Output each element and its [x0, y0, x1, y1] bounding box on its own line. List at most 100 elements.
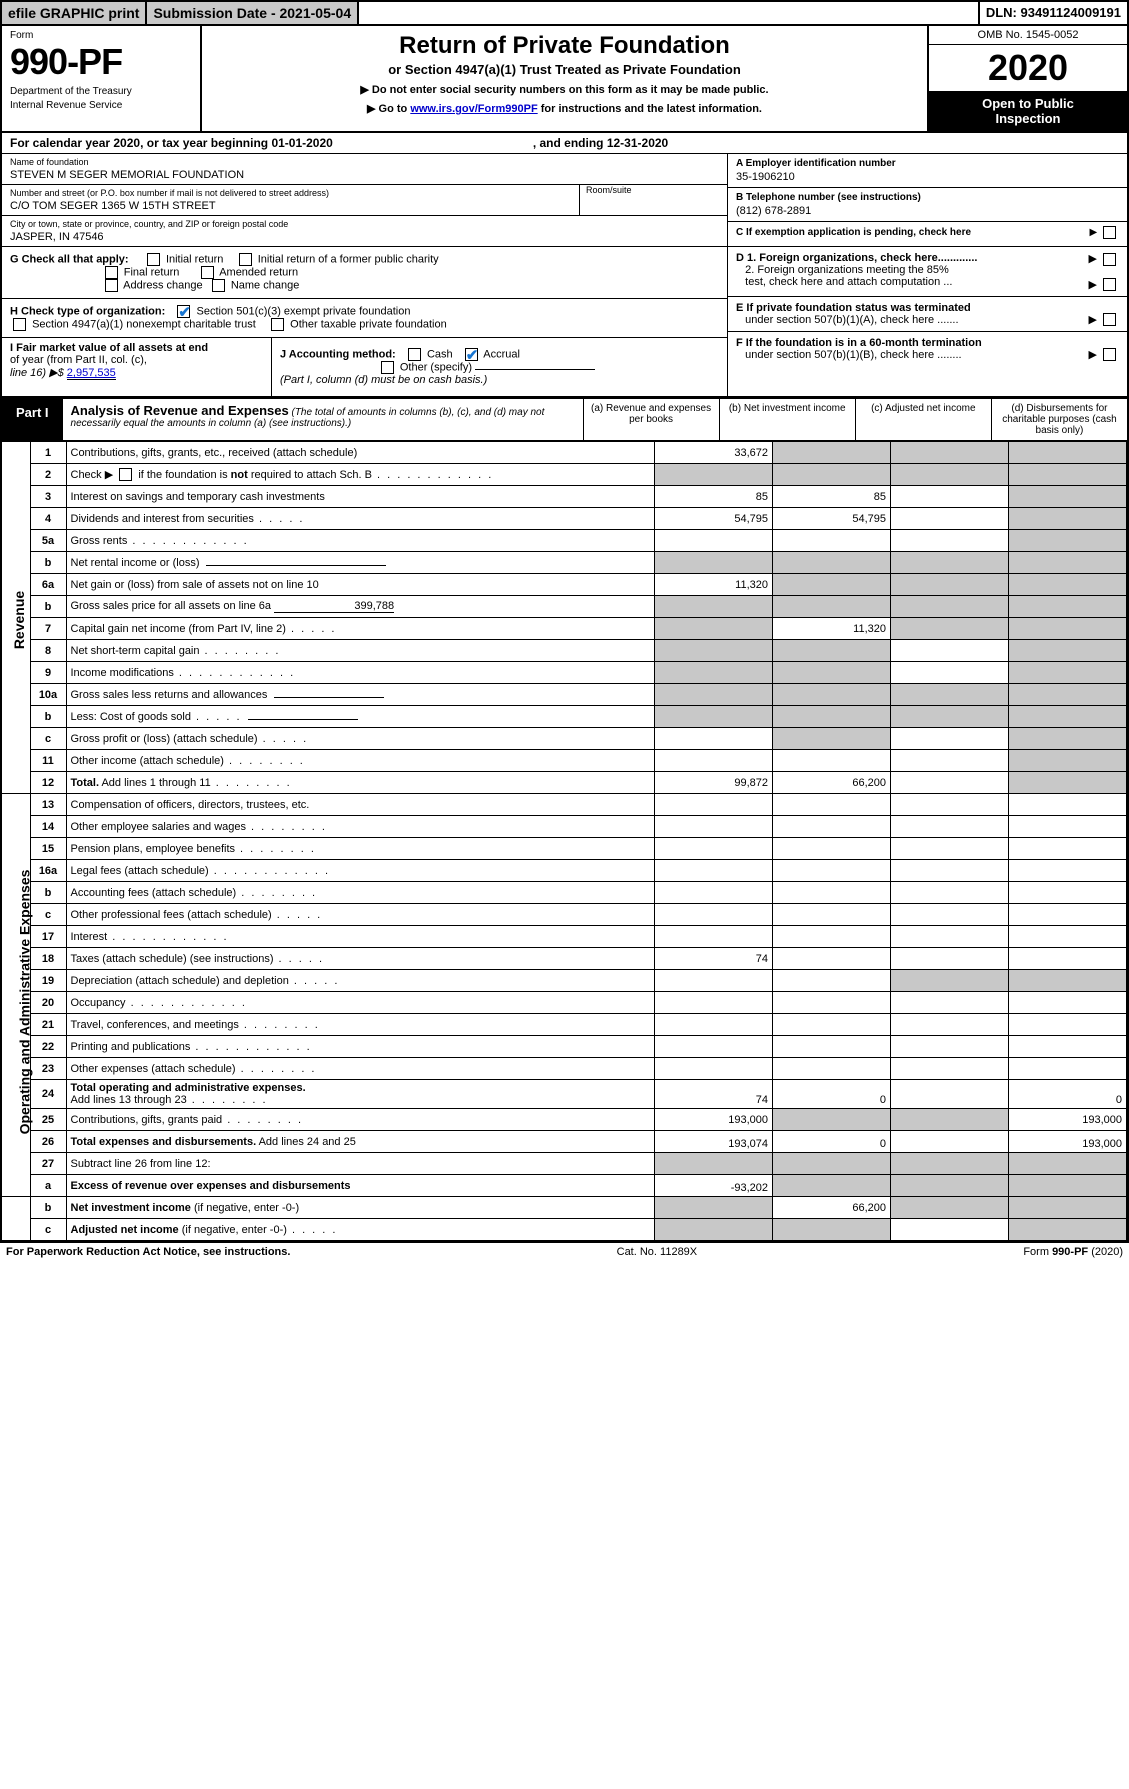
- table-row: 8Net short-term capital gain: [2, 640, 1127, 662]
- table-row: bNet rental income or (loss): [2, 552, 1127, 574]
- g-name-checkbox[interactable]: [212, 279, 225, 292]
- l22-desc: Printing and publications: [66, 1036, 655, 1058]
- j-o1: Cash: [427, 348, 453, 360]
- foundation-name: STEVEN M SEGER MEMORIAL FOUNDATION: [10, 169, 719, 181]
- table-row: cGross profit or (loss) (attach schedule…: [2, 728, 1127, 750]
- d1-row: D 1. Foreign organizations, check here..…: [728, 247, 1127, 297]
- efile-label: efile GRAPHIC print: [2, 2, 147, 24]
- addr-value: C/O TOM SEGER 1365 W 15TH STREET: [10, 200, 579, 212]
- omb-number: OMB No. 1545-0052: [929, 26, 1127, 45]
- d1-checkbox[interactable]: [1103, 253, 1116, 266]
- c-checkbox[interactable]: [1103, 226, 1116, 239]
- l6b-desc: Gross sales price for all assets on line…: [66, 596, 655, 618]
- table-row: 12Total. Add lines 1 through 1199,87266,…: [2, 772, 1127, 794]
- h-row: H Check type of organization: Section 50…: [2, 305, 727, 338]
- j-accrual-checkbox[interactable]: [465, 348, 478, 361]
- ein-cell: A Employer identification number 35-1906…: [728, 154, 1127, 188]
- l4-b: 54,795: [773, 508, 891, 530]
- g-initial-former-checkbox[interactable]: [239, 253, 252, 266]
- l24-a: 74: [655, 1080, 773, 1109]
- form-subtitle: or Section 4947(a)(1) Trust Treated as P…: [214, 62, 915, 77]
- tax-year: 2020: [929, 45, 1127, 91]
- l2-desc: Check ▶ if the foundation is not require…: [66, 464, 655, 486]
- openpub-2: Inspection: [931, 111, 1125, 126]
- l2-checkbox[interactable]: [119, 468, 132, 481]
- l27-desc: Subtract line 26 from line 12:: [66, 1153, 655, 1175]
- l26-d: 193,000: [1009, 1131, 1127, 1153]
- f1-label: F If the foundation is in a 60-month ter…: [736, 337, 982, 349]
- l21-desc: Travel, conferences, and meetings: [66, 1014, 655, 1036]
- col-b-hdr: (b) Net investment income: [719, 399, 855, 440]
- table-row: 7Capital gain net income (from Part IV, …: [2, 618, 1127, 640]
- d2-checkbox[interactable]: [1103, 278, 1116, 291]
- l18-a: 74: [655, 948, 773, 970]
- l11-desc: Other income (attach schedule): [66, 750, 655, 772]
- e-checkbox[interactable]: [1103, 313, 1116, 326]
- table-row: 3Interest on savings and temporary cash …: [2, 486, 1127, 508]
- l26-b: 0: [773, 1131, 891, 1153]
- table-row: 23Other expenses (attach schedule): [2, 1058, 1127, 1080]
- table-row: 16aLegal fees (attach schedule): [2, 860, 1127, 882]
- col-a-hdr: (a) Revenue and expenses per books: [583, 399, 719, 440]
- openpub-1: Open to Public: [931, 96, 1125, 111]
- g-amended-checkbox[interactable]: [201, 266, 214, 279]
- l1-a: 33,672: [655, 442, 773, 464]
- j-cash-checkbox[interactable]: [408, 348, 421, 361]
- l23-desc: Other expenses (attach schedule): [66, 1058, 655, 1080]
- h-4947-checkbox[interactable]: [13, 318, 26, 331]
- part1-table: Revenue 1Contributions, gifts, grants, e…: [2, 441, 1127, 1241]
- calendar-row: For calendar year 2020, or tax year begi…: [2, 133, 1127, 154]
- l14-desc: Other employee salaries and wages: [66, 816, 655, 838]
- f-checkbox[interactable]: [1103, 348, 1116, 361]
- submission-date: Submission Date - 2021-05-04: [147, 2, 359, 24]
- j-label: J Accounting method:: [280, 348, 396, 360]
- cal-end: , and ending 12-31-2020: [533, 136, 668, 150]
- revenue-side: Revenue: [11, 591, 27, 649]
- table-row: cAdjusted net income (if negative, enter…: [2, 1219, 1127, 1241]
- col-d-hdr: (d) Disbursements for charitable purpose…: [991, 399, 1127, 440]
- addr-cell: Number and street (or P.O. box number if…: [2, 185, 727, 216]
- l10c-desc: Gross profit or (loss) (attach schedule): [66, 728, 655, 750]
- l5a-desc: Gross rents: [66, 530, 655, 552]
- form-header: Form 990-PF Department of the Treasury I…: [2, 26, 1127, 133]
- l27b-b: 66,200: [773, 1197, 891, 1219]
- l12-desc: Total. Add lines 1 through 11: [66, 772, 655, 794]
- ein-label: A Employer identification number: [736, 158, 896, 169]
- l24-d: 0: [1009, 1080, 1127, 1109]
- d1-label: D 1. Foreign organizations, check here..…: [736, 252, 977, 264]
- g-address-checkbox[interactable]: [105, 279, 118, 292]
- l25-desc: Contributions, gifts, grants paid: [66, 1109, 655, 1131]
- l13-desc: Compensation of officers, directors, tru…: [66, 794, 655, 816]
- h-other-checkbox[interactable]: [271, 318, 284, 331]
- e1-label: E If private foundation status was termi…: [736, 302, 971, 314]
- d2a-label: 2. Foreign organizations meeting the 85%: [745, 264, 949, 276]
- g-final-checkbox[interactable]: [105, 266, 118, 279]
- i-l1: I Fair market value of all assets at end: [10, 342, 208, 354]
- city-cell: City or town, state or province, country…: [2, 216, 727, 246]
- footer-left: For Paperwork Reduction Act Notice, see …: [6, 1246, 290, 1258]
- h-501c3-checkbox[interactable]: [177, 305, 190, 318]
- l15-desc: Pension plans, employee benefits: [66, 838, 655, 860]
- g-initial-checkbox[interactable]: [147, 253, 160, 266]
- table-row: 20Occupancy: [2, 992, 1127, 1014]
- i-value: 2,957,535: [67, 367, 116, 380]
- tel-value: (812) 678-2891: [736, 205, 1119, 217]
- j-other-checkbox[interactable]: [381, 361, 394, 374]
- g-o2: Initial return of a former public charit…: [258, 253, 439, 265]
- table-row: 26Total expenses and disbursements. Add …: [2, 1131, 1127, 1153]
- table-row: aExcess of revenue over expenses and dis…: [2, 1175, 1127, 1197]
- form-number: 990-PF: [10, 41, 192, 83]
- table-row: 22Printing and publications: [2, 1036, 1127, 1058]
- c-cell: C If exemption application is pending, c…: [728, 222, 1127, 243]
- irs-link[interactable]: www.irs.gov/Form990PF: [410, 103, 537, 115]
- l5b-desc: Net rental income or (loss): [66, 552, 655, 574]
- l9-desc: Income modifications: [66, 662, 655, 684]
- table-row: Operating and Administrative Expenses 13…: [2, 794, 1127, 816]
- d2b-label: test, check here and attach computation …: [745, 276, 952, 288]
- top-bar: efile GRAPHIC print Submission Date - 20…: [2, 2, 1127, 26]
- table-row: 9Income modifications: [2, 662, 1127, 684]
- l3-desc: Interest on savings and temporary cash i…: [66, 486, 655, 508]
- l18-desc: Taxes (attach schedule) (see instruction…: [66, 948, 655, 970]
- instr-2: ▶ Go to www.irs.gov/Form990PF for instru…: [214, 102, 915, 115]
- table-row: bGross sales price for all assets on lin…: [2, 596, 1127, 618]
